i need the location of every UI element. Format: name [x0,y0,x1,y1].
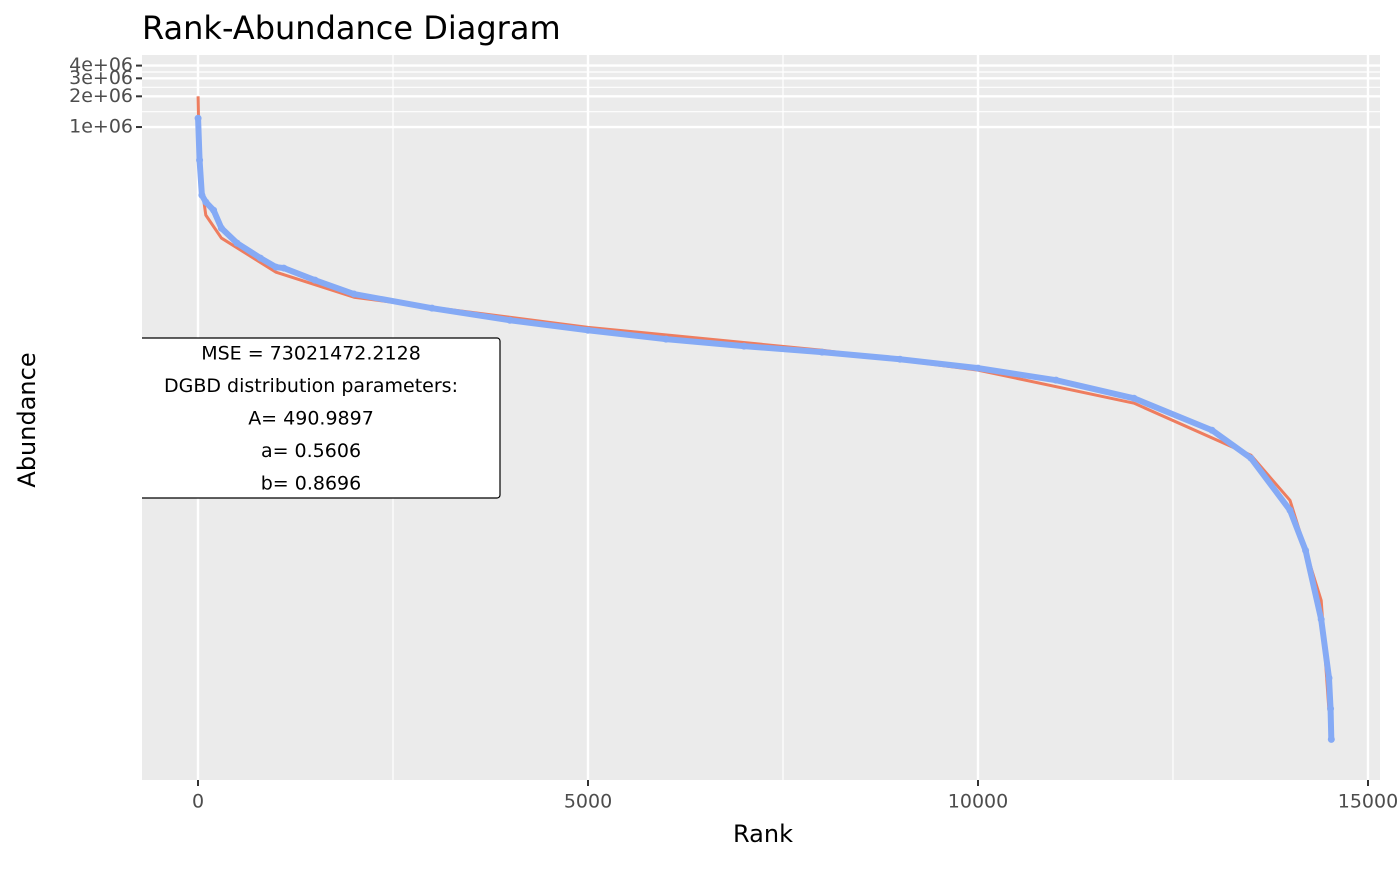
observed-point [974,364,982,372]
observed-point [280,264,288,272]
observed-point [272,263,280,271]
observed-point [202,198,210,206]
annotation-text: A= 490.9897 [248,408,374,430]
observed-point [1130,394,1138,402]
observed-point [1286,506,1294,514]
observed-point [198,191,206,199]
observed-point [194,114,202,122]
observed-point [506,316,514,324]
observed-point [428,304,436,312]
observed-point [256,254,264,262]
annotation-text: MSE = 73021472.2128 [201,343,421,365]
y-axis-label: Abundance [13,352,41,487]
observed-point [818,348,826,356]
annotation-box [142,337,501,499]
observed-point [1052,376,1060,384]
observed-point [1325,674,1333,682]
chart-title: Rank-Abundance Diagram [142,9,561,47]
observed-point [233,239,241,247]
observed-point [1317,615,1325,623]
x-tick-label: 10000 [948,791,1008,813]
annotation-text: DGBD distribution parameters: [164,375,458,397]
grid [142,55,1380,780]
observed-point [311,276,319,284]
observed-point [662,335,670,343]
plot-area: MSE = 73021472.2128 DGBD distribution par… [142,96,1335,743]
annotation-text: b= 0.8696 [261,473,362,495]
annotation-text: a= 0.5606 [261,440,361,462]
x-tick-label: 5000 [564,791,612,813]
observed-point [896,355,904,363]
observed-point [1302,546,1310,554]
observed-point [196,156,204,164]
observed-point [740,342,748,350]
y-tick-label: 4e+06 [69,54,133,76]
y-tick-label: 1e+06 [69,116,133,138]
observed-point [210,206,218,214]
observed-point [1327,705,1335,713]
y-tick-label: 3e+06 [69,67,133,89]
observed-point [217,224,225,232]
x-tick-label: 0 [192,791,204,813]
x-tick-label: 15000 [1338,791,1398,813]
observed-point [1327,735,1335,743]
observed-point [584,326,592,334]
x-axis-label: Rank [733,820,793,848]
observed-point [1208,426,1216,434]
fitted-line [196,96,1331,712]
y-tick-label: 2e+06 [69,85,133,107]
observed-point [1247,454,1255,462]
observed-point [350,290,358,298]
